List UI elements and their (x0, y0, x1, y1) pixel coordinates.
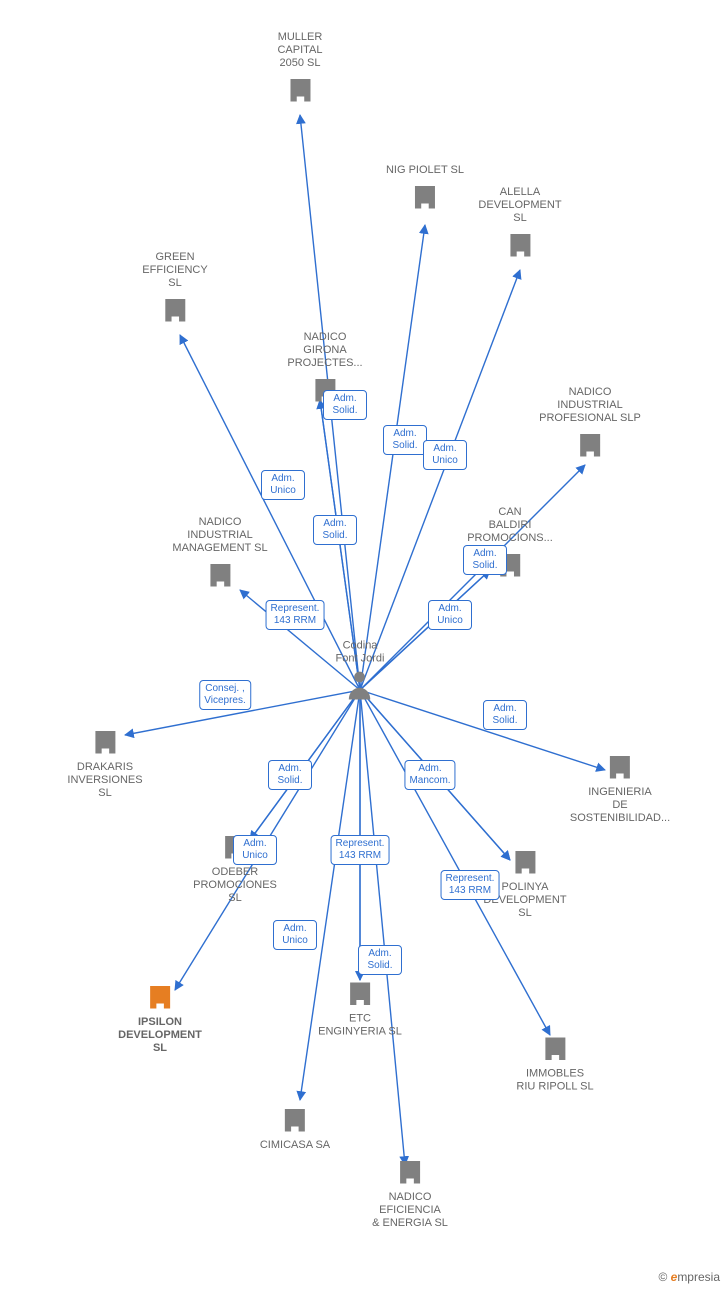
node-ingsost: INGENIERIA DE SOSTENIBILIDAD... (570, 751, 670, 829)
building-icon (395, 1156, 425, 1186)
node-muller: MULLER CAPITAL 2050 SL (277, 31, 322, 109)
node-label: IMMOBLES RIU RIPOLL SL (516, 1068, 593, 1094)
building-icon (540, 1033, 570, 1063)
brand-rest: mpresia (677, 1270, 720, 1284)
node-label: ALELLA DEVELOPMENT SL (478, 186, 561, 225)
edge-label-baldiri: Adm.Solid. (463, 545, 507, 575)
node-etc: ETC ENGINYERIA SL (318, 978, 402, 1043)
node-label: ODEBER PROMOCIONES SL (193, 866, 277, 905)
edge-label-ingsost: Adm.Solid. (483, 700, 527, 730)
node-label: NADICO INDUSTRIAL MANAGEMENT SL (172, 516, 267, 555)
copyright: © (658, 1270, 667, 1284)
edge-label-odeber: Adm.Solid. (268, 760, 312, 790)
node-label: CIMICASA SA (260, 1139, 330, 1152)
node-label: NADICO EFICIENCIA & ENERGIA SL (372, 1191, 448, 1230)
edge-label-polinya2: Represent.143 RRM (441, 870, 500, 900)
building-icon (575, 429, 605, 459)
node-label: IPSILON DEVELOPMENT SL (118, 1016, 202, 1055)
node-ipsilon: IPSILON DEVELOPMENT SL (118, 981, 202, 1059)
node-label: MULLER CAPITAL 2050 SL (277, 31, 322, 70)
edge-label-drakaris: Consej. ,Vicepres. (199, 680, 251, 710)
edge-label-odeber2: Adm.Unico (233, 835, 277, 865)
node-label: NADICO INDUSTRIAL PROFESIONAL SLP (539, 386, 641, 425)
edge-label-girona: Adm.Solid. (323, 390, 367, 420)
node-green: GREEN EFFICIENCY SL (142, 251, 207, 329)
node-label: NADICO GIRONA PROJECTES... (287, 331, 362, 370)
node-label: GREEN EFFICIENCY SL (142, 251, 207, 290)
node-immobles: IMMOBLES RIU RIPOLL SL (516, 1033, 593, 1098)
edge-label-green: Adm.Unico (261, 470, 305, 500)
edge-label-etc2: Adm.Solid. (358, 945, 402, 975)
node-label: ETC ENGINYERIA SL (318, 1013, 402, 1039)
node-label: CAN BALDIRI PROMOCIONS... (467, 506, 553, 545)
edge-label-alella: Adm.Unico (423, 440, 467, 470)
node-label: INGENIERIA DE SOSTENIBILIDAD... (570, 786, 670, 825)
center-label: Codina Font Jordi (336, 640, 385, 666)
building-icon (410, 181, 440, 211)
edge-label-girona2: Adm.Solid. (313, 515, 357, 545)
edge-label-polinya: Adm.Mancom. (404, 760, 455, 790)
building-icon (90, 726, 120, 756)
node-nigpiolet: NIG PIOLET SL (386, 164, 464, 216)
building-icon (160, 294, 190, 324)
building-icon (285, 74, 315, 104)
edge-label-etc: Represent.143 RRM (331, 835, 390, 865)
building-icon (205, 559, 235, 589)
building-icon (605, 751, 635, 781)
edge-label-cimicasa: Adm.Unico (273, 920, 317, 950)
building-icon (505, 229, 535, 259)
building-icon (145, 981, 175, 1011)
edge-nadicoee (360, 690, 405, 1165)
building-icon (345, 978, 375, 1008)
edge-label-nigpiolet: Adm.Solid. (383, 425, 427, 455)
node-nipslp: NADICO INDUSTRIAL PROFESIONAL SLP (539, 386, 641, 464)
center-person: Codina Font Jordi (336, 640, 385, 705)
node-nadicoee: NADICO EFICIENCIA & ENERGIA SL (372, 1156, 448, 1234)
edge-nigpiolet (360, 225, 425, 690)
person-icon (347, 670, 373, 700)
node-cimicasa: CIMICASA SA (260, 1104, 330, 1156)
edge-label-nimgmt: Represent.143 RRM (266, 600, 325, 630)
node-label: DRAKARIS INVERSIONES SL (67, 761, 142, 800)
node-label: NIG PIOLET SL (386, 164, 464, 177)
node-drakaris: DRAKARIS INVERSIONES SL (67, 726, 142, 804)
node-nimgmt: NADICO INDUSTRIAL MANAGEMENT SL (172, 516, 267, 594)
building-icon (280, 1104, 310, 1134)
footer: © empresia (658, 1270, 720, 1284)
node-alella: ALELLA DEVELOPMENT SL (478, 186, 561, 264)
building-icon (510, 846, 540, 876)
edge-label-baldiri2: Adm.Unico (428, 600, 472, 630)
